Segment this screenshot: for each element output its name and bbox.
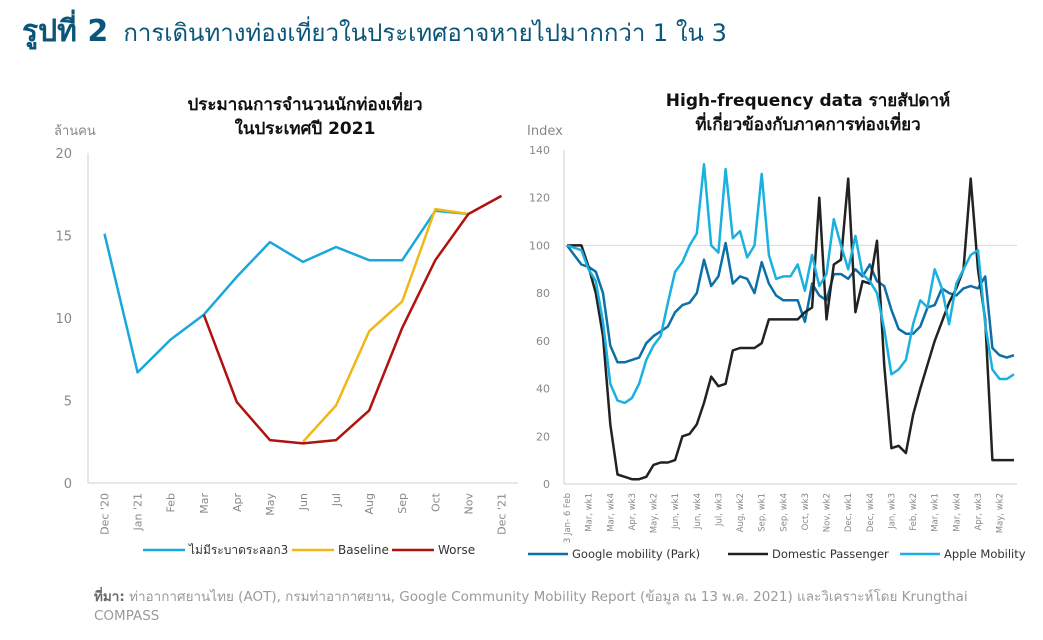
- source-note: ที่มา: ท่าอากาศยานไทย (AOT), กรมท่าอากาศ…: [94, 588, 994, 626]
- chart1-series-line-1: [302, 207, 469, 443]
- chart2-x-tick-label: Dec, wk4: [866, 493, 876, 532]
- chart2-x-tick-label: Mar, wk4: [952, 493, 962, 532]
- chart2-y-tick-label: 40: [536, 383, 550, 396]
- figure-title: การเดินทางท่องเที่ยวในประเทศอาจหายไปมากก…: [123, 19, 727, 47]
- chart2-x-tick-label: Jan, wk3: [887, 493, 897, 530]
- chart2-y-tick-label: 80: [536, 287, 550, 300]
- chart2-x-tick-label: Jun, wk4: [693, 493, 703, 530]
- chart1-x-tick-label: Feb: [165, 493, 178, 512]
- chart1-series-line-0: [103, 209, 469, 374]
- chart1-legend-label: Worse: [438, 543, 475, 557]
- chart2-x-tick-label: Dec, wk1: [844, 493, 854, 532]
- chart1-x-tick-label: Nov: [462, 493, 475, 515]
- chart1-x-tick-label: Dec '21: [495, 493, 508, 535]
- tourist-forecast-chart: ประมาณการจำนวนนักท่องเที่ยว ในประเทศปี 2…: [54, 92, 518, 557]
- chart2-x-tick-label: Feb, wk2: [909, 493, 919, 531]
- chart1-series-line-2: [202, 194, 503, 445]
- chart1-y-tick-label: 20: [55, 147, 72, 162]
- chart2-series-line-2: [566, 163, 1015, 405]
- chart1-y-tick-label: 10: [55, 312, 72, 327]
- chart2-legend-label: Apple Mobility: [944, 547, 1026, 561]
- chart2-y-tick-label: 20: [536, 430, 550, 443]
- chart2-x-tick-label: May, wk2: [996, 493, 1006, 533]
- chart2-x-tick-label: 3 Jan- 6 Feb: [563, 493, 573, 543]
- chart1-x-tick-label: Aug: [363, 493, 376, 514]
- chart2-y-tick-label: 0: [543, 478, 550, 491]
- chart1-x-tick-label: Sep: [396, 493, 409, 514]
- chart1-x-tick-label: Apr: [231, 493, 244, 513]
- chart1-legend-label: ไม่มีระบาดระลอก3: [188, 543, 288, 557]
- high-frequency-chart: High-frequency data รายสัปดาห์ ที่เกี่ยว…: [527, 90, 1026, 561]
- chart1-title-line2: ในประเทศปี 2021: [235, 118, 376, 139]
- chart2-x-tick-label: Aug, wk2: [736, 493, 746, 532]
- source-label: ที่มา:: [94, 589, 125, 605]
- chart2-title-line2: ที่เกี่ยวข้องกับภาคการท่องเที่ยว: [695, 112, 920, 135]
- chart1-x-tick-label: Jun: [297, 493, 310, 511]
- chart2-series-line-0: [566, 241, 1015, 364]
- chart1-title-line1: ประมาณการจำนวนนักท่องเที่ยว: [188, 92, 423, 115]
- chart1-x-tick-label: May: [264, 493, 277, 516]
- chart2-y-tick-label: 120: [529, 192, 550, 205]
- chart2-series-line-1: [567, 177, 1014, 481]
- chart2-legend-label: Domestic Passenger: [772, 547, 889, 561]
- chart1-y-tick-label: 0: [64, 477, 72, 492]
- chart1-x-tick-label: Dec '20: [99, 493, 112, 535]
- chart2-x-tick-label: Apr, wk3: [974, 493, 984, 530]
- chart2-x-tick-label: Mar, wk1: [931, 493, 941, 532]
- chart2-legend-label: Google mobility (Park): [572, 547, 700, 561]
- chart1-x-tick-label: Jan '21: [132, 493, 145, 531]
- chart1-x-tick-label: Mar: [198, 493, 211, 514]
- chart1-y-tick-label: 5: [64, 395, 72, 410]
- chart2-title-line1: High-frequency data รายสัปดาห์: [666, 90, 950, 111]
- chart2-x-tick-label: Oct, wk3: [801, 493, 811, 530]
- chart1-y-tick-label: 15: [55, 230, 72, 245]
- chart2-ylabel: Index: [527, 124, 563, 139]
- chart2-x-tick-label: Sep, wk4: [779, 493, 789, 532]
- chart2-x-tick-label: Nov, wk2: [823, 493, 833, 532]
- figure-header: รูปที่ 2 การเดินทางท่องเที่ยวในประเทศอาจ…: [22, 8, 727, 56]
- chart1-x-tick-label: Jul: [330, 493, 343, 507]
- chart1-x-tick-label: Oct: [429, 492, 442, 512]
- chart2-x-tick-label: Sep, wk1: [758, 493, 768, 532]
- source-text: ท่าอากาศยานไทย (AOT), กรมท่าอากาศยาน, Go…: [94, 589, 968, 624]
- chart2-x-tick-label: Mar, wk1: [585, 493, 595, 532]
- chart1-ylabel: ล้านคน: [54, 124, 96, 139]
- chart2-y-tick-label: 140: [529, 144, 550, 157]
- chart2-y-tick-label: 100: [529, 239, 550, 252]
- chart1-legend-label: Baseline: [338, 543, 389, 557]
- chart2-y-tick-label: 60: [536, 335, 550, 348]
- chart2-x-tick-label: Mar, wk4: [606, 493, 616, 532]
- chart2-x-tick-label: Jun, wk1: [671, 493, 681, 530]
- chart2-x-tick-label: Apr, wk3: [628, 493, 638, 530]
- chart2-x-tick-label: Jul, wk3: [714, 493, 724, 527]
- chart2-x-tick-label: May, wk2: [650, 493, 660, 533]
- figure-number: รูปที่ 2: [22, 14, 109, 49]
